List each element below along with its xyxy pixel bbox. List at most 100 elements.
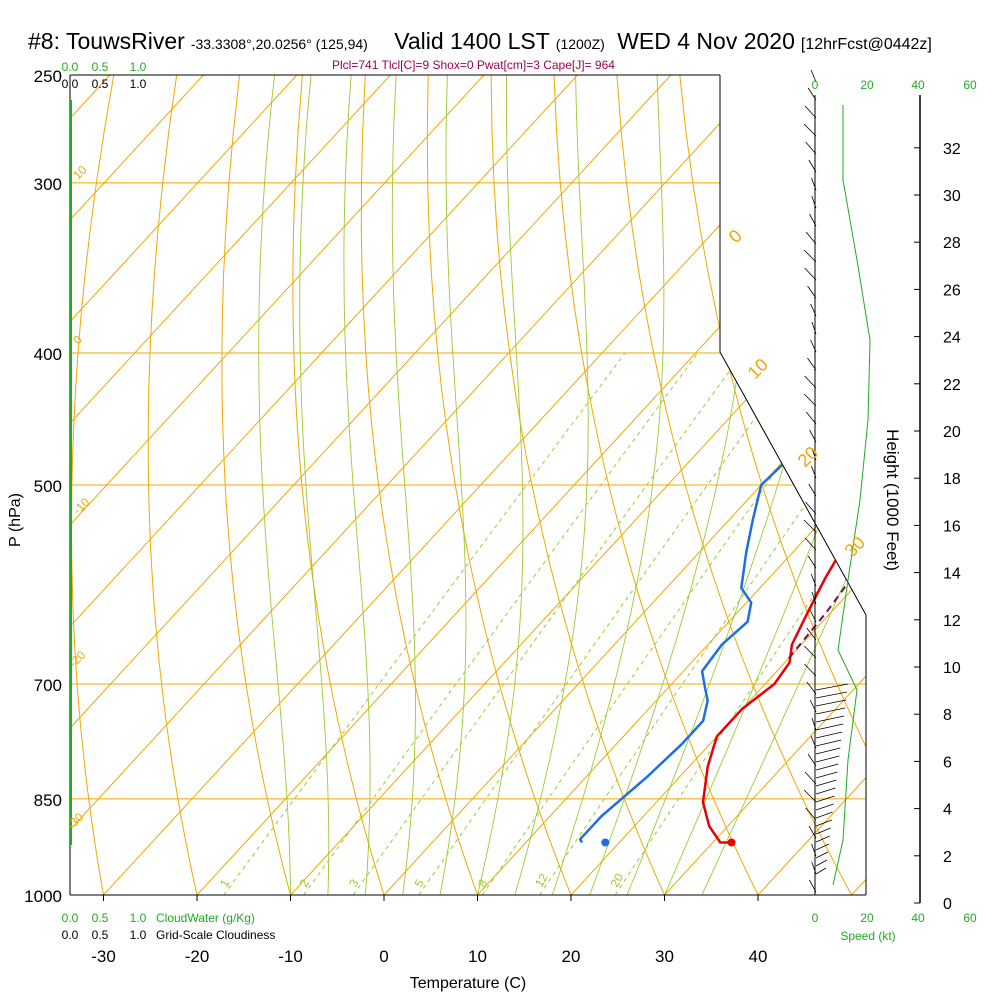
cloudiness-tick-bottom: 0.0 <box>62 928 79 942</box>
wind-barb <box>815 699 847 707</box>
wind-barb <box>804 663 817 677</box>
x-tick-label: 40 <box>749 947 768 966</box>
wind-barb <box>805 141 817 155</box>
moist-adiabat <box>299 75 330 895</box>
wind-barb <box>815 803 834 811</box>
surface-temperature-dot <box>727 838 736 847</box>
x-tick-label: -30 <box>91 947 116 966</box>
mixing-ratio-label: 12 <box>532 871 551 890</box>
moist-adiabat <box>477 75 524 895</box>
wind-barb <box>815 859 828 867</box>
speed-tick-top: 20 <box>860 78 874 92</box>
dry-adiabat <box>221 75 291 895</box>
x-tick-label: -10 <box>278 947 303 966</box>
wind-barb <box>805 807 817 821</box>
x-tick-label: -20 <box>185 947 210 966</box>
series-temperature <box>701 504 866 844</box>
wind-barb <box>810 339 817 353</box>
mixing-ratio-line <box>303 352 699 895</box>
wind-barb <box>803 789 817 803</box>
dry-adiabat <box>147 75 198 895</box>
wind-barb <box>805 411 817 425</box>
speed-tick-top: 0 <box>812 78 819 92</box>
speed-tick-top: 60 <box>963 78 977 92</box>
wind-barb <box>807 87 817 101</box>
moist-adiabat <box>551 75 665 895</box>
height-tick-label: 0 <box>943 896 952 913</box>
dry-adiabat <box>360 75 478 895</box>
wind-barb <box>811 843 817 857</box>
wind-barb <box>815 707 846 715</box>
height-tick-label: 24 <box>943 330 961 347</box>
speed-axis-label: Speed (kt) <box>840 929 895 943</box>
mixing-ratio-label: 3 <box>346 876 362 889</box>
speed-tick-top: 40 <box>911 78 925 92</box>
cloudwater-tick-top: 0.0 <box>62 60 79 74</box>
x-tick-label: 0 <box>379 947 388 966</box>
wind-barb <box>815 843 829 851</box>
dry-adiabat <box>931 75 1000 895</box>
wind-barb <box>809 429 817 443</box>
mixing-ratio-label: 5 <box>411 876 427 889</box>
p-tick-label: 500 <box>34 477 62 496</box>
wind-barb <box>815 827 831 835</box>
height-tick-label: 20 <box>943 424 961 441</box>
height-tick-label: 10 <box>943 660 961 677</box>
isotherm-label: -10 <box>70 495 92 517</box>
sounding-params: Plcl=741 Tlcl[C]=9 Shox=0 Pwat[cm]=3 Cap… <box>332 58 615 72</box>
dry-adiabat <box>679 75 866 749</box>
wind-barb <box>808 825 817 839</box>
p-tick-label: 300 <box>34 175 62 194</box>
height-tick-label: 14 <box>943 566 961 583</box>
isotherm-label: 0 <box>70 332 85 347</box>
wind-barb <box>809 879 817 893</box>
wind-barb <box>815 755 840 763</box>
cloudiness-tick-top: 0.5 <box>92 77 109 91</box>
dry-adiabat <box>616 75 852 895</box>
x-tick-label: 20 <box>562 947 581 966</box>
p-tick-label: 250 <box>34 67 62 86</box>
cloudiness-tick-bottom: 0.5 <box>92 928 109 942</box>
wind-barb <box>811 465 817 479</box>
forecast-info: [12hrFcst@0442z] <box>800 36 932 53</box>
wind-barb <box>815 835 830 843</box>
wind-barb <box>803 249 817 263</box>
wind-barb <box>815 771 838 779</box>
height-axis-label: Height (1000 Feet) <box>883 429 902 571</box>
wind-barb <box>810 303 817 317</box>
dry-adiabat <box>994 75 1000 895</box>
height-tick-label: 18 <box>943 471 961 488</box>
moist-adiabat <box>439 75 467 895</box>
mixing-ratio-label: 1 <box>217 876 233 889</box>
wind-barb <box>804 645 817 659</box>
moist-adiabat <box>664 399 866 895</box>
height-tick-label: 8 <box>943 707 952 724</box>
height-tick-label: 2 <box>943 849 952 866</box>
isotherm-line <box>70 75 391 424</box>
wind-barb <box>809 699 817 713</box>
station-coords: -33.3308°,20.0256° (125,94) <box>190 36 368 52</box>
wind-barb <box>815 779 837 787</box>
height-tick-label: 22 <box>943 377 961 394</box>
wind-barb <box>811 591 817 605</box>
wind-barb <box>803 393 817 407</box>
wind-barb <box>803 519 817 533</box>
wind-barb <box>815 795 835 803</box>
wind-barb <box>811 447 817 461</box>
wind-barb <box>811 861 817 875</box>
wind-barb <box>805 231 817 245</box>
wind-barb <box>810 573 817 587</box>
wind-barb <box>810 69 817 83</box>
utc-time: (1200Z) <box>555 36 605 52</box>
wind-barb <box>806 681 817 695</box>
wind-barb <box>815 867 827 875</box>
wind-barb <box>806 627 817 641</box>
p-tick-label: 700 <box>34 676 62 695</box>
wind-barb <box>815 683 849 691</box>
height-tick-label: 28 <box>943 235 961 252</box>
wind-barb <box>815 747 841 755</box>
cloudiness-label: Grid-Scale Cloudiness <box>156 928 275 942</box>
chart-title: #8: TouwsRiver -33.3308°,20.0256° (125,94… <box>28 28 938 55</box>
wind-barb <box>807 357 817 371</box>
plot-boundary <box>719 75 867 616</box>
